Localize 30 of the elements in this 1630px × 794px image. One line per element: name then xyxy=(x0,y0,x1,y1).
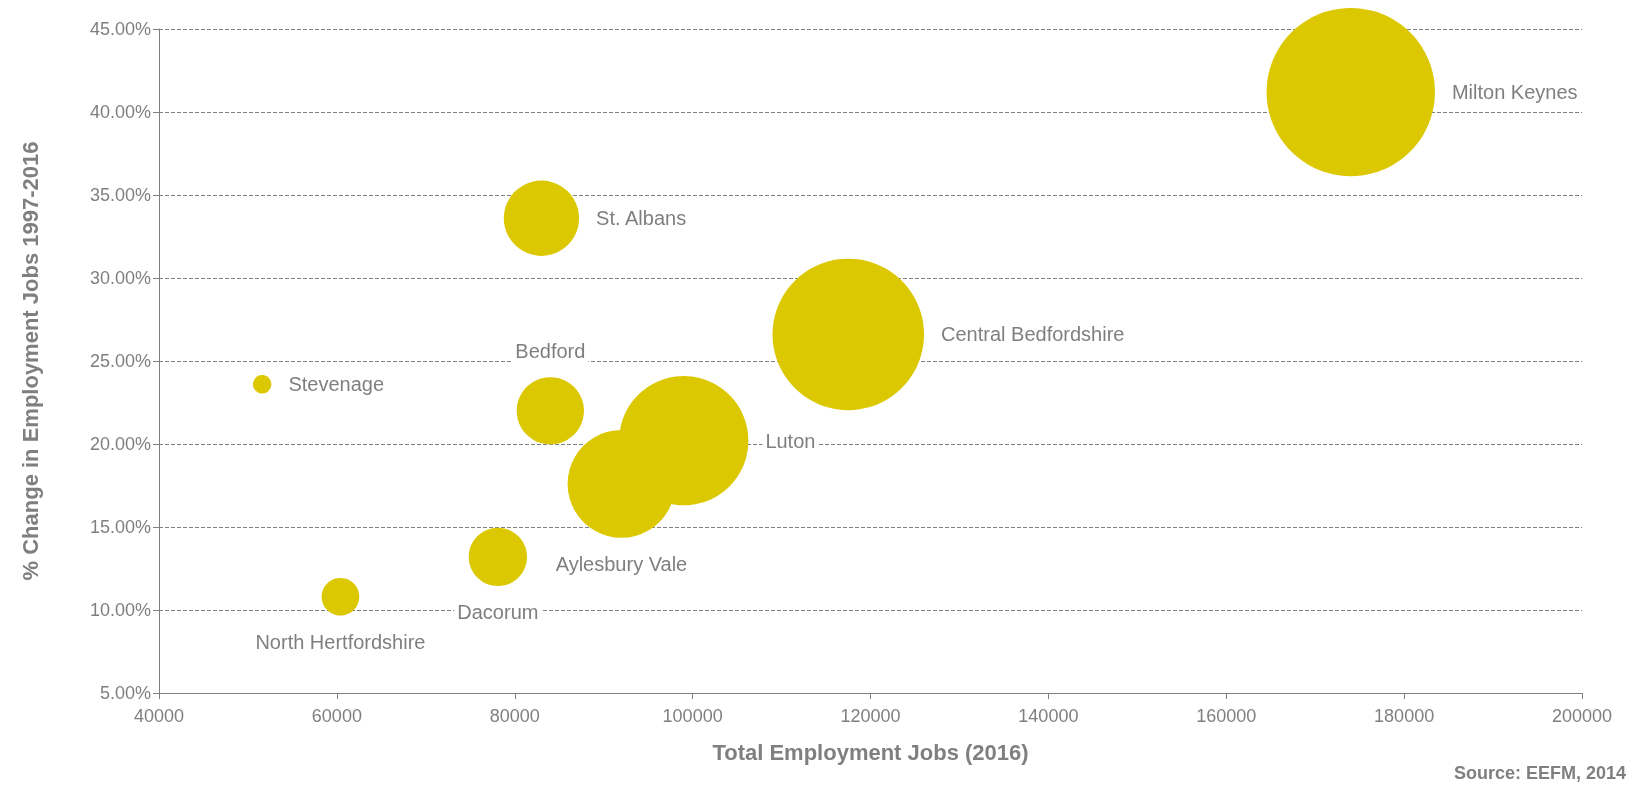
series-label: St. Albans xyxy=(596,207,687,230)
series-label: Stevenage xyxy=(288,373,385,396)
x-tick-label: 200000 xyxy=(1551,706,1613,726)
x-tick-label: 40000 xyxy=(133,706,185,726)
y-tick-label: 25.00% xyxy=(89,351,151,371)
series-label: Bedford xyxy=(515,340,586,363)
series-label: North Hertfordshire xyxy=(255,630,426,653)
x-tick-label: 180000 xyxy=(1374,706,1435,726)
x-axis-title: Total Employment Jobs (2016) xyxy=(712,739,1029,765)
x-tick-label: 100000 xyxy=(662,706,723,726)
x-tick-label: 140000 xyxy=(1018,706,1079,726)
x-tick-label: 160000 xyxy=(1196,706,1257,726)
y-tick-label: 35.00% xyxy=(89,185,151,205)
series-label: Aylesbury Vale xyxy=(555,552,688,575)
series-label: Milton Keynes xyxy=(1451,81,1578,104)
y-tick-label: 30.00% xyxy=(89,268,151,288)
y-axis-title: % Change in Employment Jobs 1997-2016 xyxy=(17,141,43,581)
x-tick-label: 120000 xyxy=(840,706,901,726)
y-tick-label: 40.00% xyxy=(89,102,151,122)
x-tick-label: 80000 xyxy=(489,706,540,726)
source-note: Source: EEFM, 2014 xyxy=(1453,763,1627,783)
y-tick-label: 20.00% xyxy=(89,434,151,454)
x-tick-label: 60000 xyxy=(311,706,362,726)
series-label: Luton xyxy=(765,429,816,452)
y-tick-label: 15.00% xyxy=(89,517,151,537)
y-tick-label: 5.00% xyxy=(99,683,151,703)
y-tick-label: 45.00% xyxy=(89,19,151,39)
series-label: Dacorum xyxy=(457,601,539,624)
y-tick-label: 10.00% xyxy=(89,600,151,620)
series-label: Central Bedfordshire xyxy=(941,323,1125,346)
